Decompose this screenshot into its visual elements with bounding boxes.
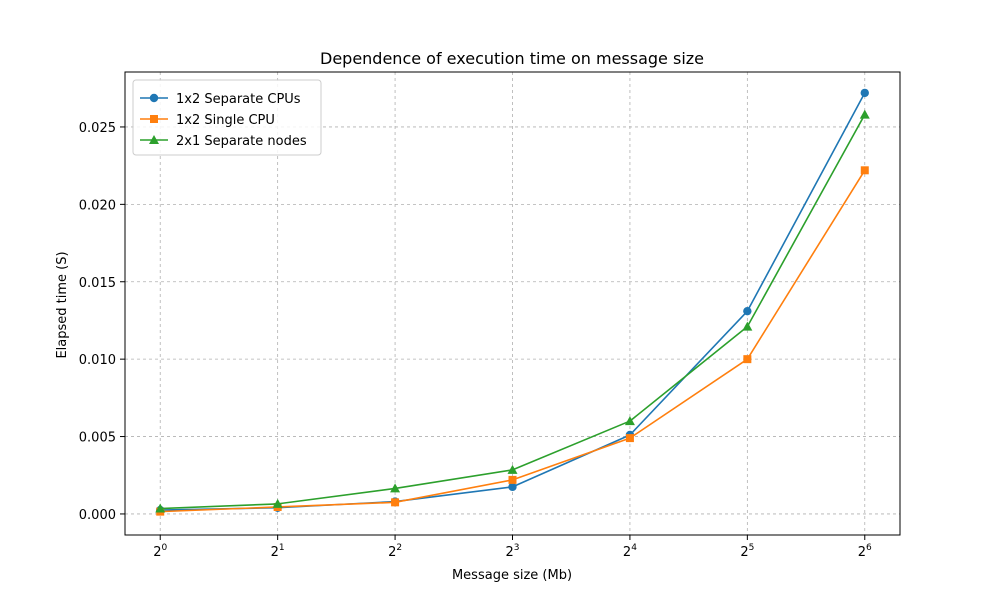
x-tick-base: 2 xyxy=(740,545,748,560)
data-point xyxy=(391,498,400,507)
data-point xyxy=(155,503,166,513)
legend-label: 2x1 Separate nodes xyxy=(176,134,307,149)
data-point xyxy=(272,498,283,508)
data-point xyxy=(742,321,753,331)
x-tick-label: 25 xyxy=(740,543,754,560)
x-tick-label: 24 xyxy=(623,543,637,560)
legend-frame xyxy=(132,79,322,156)
x-tick-exponent: 3 xyxy=(514,543,520,553)
chart-title: Dependence of execution time on message … xyxy=(320,49,704,68)
x-tick-exponent: 5 xyxy=(749,543,755,553)
axis-ticks: 20 21 22 23 24 25 260.0000.0050.0100.0150.0200… xyxy=(79,121,872,560)
x-tick-exponent: 1 xyxy=(279,543,285,553)
x-tick-base: 2 xyxy=(153,545,161,560)
data-point xyxy=(743,306,752,316)
x-tick-base: 2 xyxy=(388,545,396,560)
data-point xyxy=(624,416,635,426)
legend-marker xyxy=(149,93,159,103)
y-tick-label: 0.000 xyxy=(79,508,116,523)
legend-item: 1x2 Single CPU xyxy=(140,113,275,128)
series-layer xyxy=(155,88,870,516)
y-tick-label: 0.020 xyxy=(79,198,116,213)
data-point xyxy=(860,166,869,175)
data-point xyxy=(625,434,634,443)
y-tick-label: 0.025 xyxy=(79,121,116,136)
x-tick-exponent: 6 xyxy=(866,543,872,553)
legend-marker xyxy=(150,115,158,123)
data-point xyxy=(859,109,870,119)
legend-marker xyxy=(149,135,159,144)
x-tick-base: 2 xyxy=(858,545,866,560)
x-tick-label: 23 xyxy=(505,543,519,560)
legend-label: 1x2 Single CPU xyxy=(176,113,275,128)
data-point xyxy=(390,483,401,493)
y-axis-label: Elapsed time (S) xyxy=(55,251,70,358)
y-tick-label: 0.015 xyxy=(79,276,116,291)
x-tick-label: 21 xyxy=(271,543,285,560)
x-tick-base: 2 xyxy=(271,545,279,560)
legend-label: 1x2 Separate CPUs xyxy=(176,92,301,107)
data-point xyxy=(508,482,517,492)
legend-item: 1x2 Separate CPUs xyxy=(140,92,301,107)
grid xyxy=(125,72,900,535)
x-tick-exponent: 2 xyxy=(396,543,402,553)
x-axis-label: Message size (Mb) xyxy=(452,568,572,583)
x-tick-label: 20 xyxy=(153,543,167,560)
x-tick-exponent: 0 xyxy=(162,543,168,553)
series-3 xyxy=(155,109,870,513)
x-tick-label: 22 xyxy=(388,543,402,560)
data-point xyxy=(743,355,752,364)
y-tick-label: 0.010 xyxy=(79,353,116,368)
x-tick-base: 2 xyxy=(505,545,513,560)
x-tick-exponent: 4 xyxy=(631,543,637,553)
x-tick-base: 2 xyxy=(623,545,631,560)
data-point xyxy=(860,88,869,98)
legend-item: 2x1 Separate nodes xyxy=(140,134,307,149)
x-tick-label: 26 xyxy=(858,543,872,560)
y-tick-label: 0.005 xyxy=(79,431,116,446)
data-point xyxy=(508,475,517,484)
legend: 1x2 Separate CPUs 1x2 Single CPU 2x1 Separ… xyxy=(132,79,322,156)
data-point xyxy=(507,464,518,474)
